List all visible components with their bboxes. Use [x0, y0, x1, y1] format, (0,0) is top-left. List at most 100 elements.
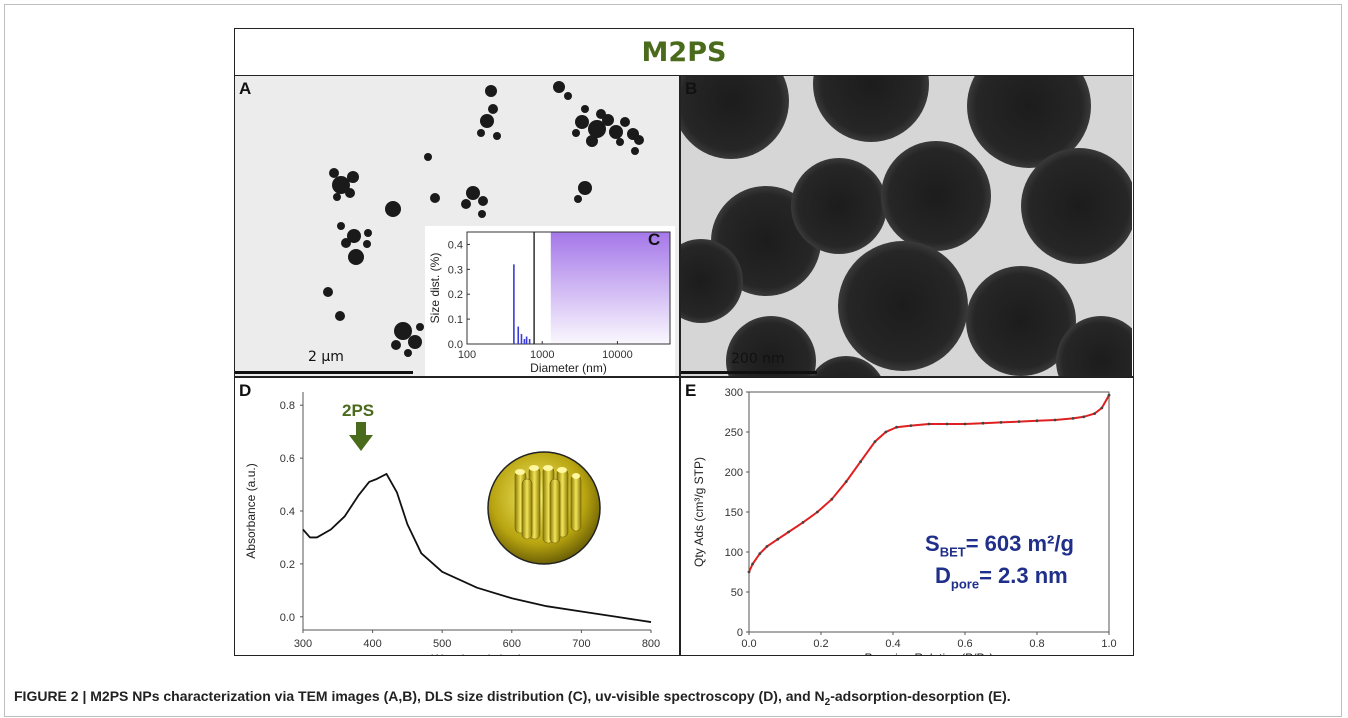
- chart-e-data-point: [751, 562, 754, 566]
- chart-e-data-point: [963, 422, 967, 426]
- chart-d-x-axis-label: Wavelength (nm): [432, 652, 523, 655]
- panel-b-scale-bar: [681, 371, 817, 374]
- chart-c-y-tick-label: 0.3: [448, 264, 463, 276]
- figure-title: M2PS: [235, 29, 1133, 76]
- chart-c-x-tick-label: 1000: [530, 349, 554, 361]
- mesoporous-nanoparticle-icon: [487, 451, 601, 565]
- chart-c-y-tick-label: 0.2: [448, 289, 463, 301]
- chart-d-x-tick-label: 500: [433, 638, 451, 650]
- panel-c-label: C: [648, 230, 661, 249]
- chart-e-data-point: [895, 425, 898, 429]
- pore-d-value: = 2.3 nm: [979, 563, 1068, 588]
- panel-e-label: E: [685, 381, 697, 400]
- panel-d-label: D: [239, 381, 252, 400]
- chart-c-x-axis-label: Diameter (nm): [530, 361, 607, 375]
- chart-e-y-tick-label: 250: [725, 427, 743, 439]
- chart-c-y-tick-label: 0.4: [448, 239, 463, 251]
- chart-d-y-tick-label: 0.2: [280, 559, 295, 571]
- chart-e-data-point: [801, 521, 805, 524]
- panel-b-tem-image: [681, 76, 1132, 377]
- chart-c-shaded-region: [550, 232, 670, 344]
- figure-panel-grid: M2PS A 2 µm 0.0 0.1 0.2 0.3 0.4 100 1000 10000 D…: [234, 28, 1134, 656]
- chart-d-x-tick-label: 700: [572, 638, 590, 650]
- chart-c-y-axis-label: Size dist. (%): [428, 253, 442, 324]
- chart-e-x-axis-label: Pression Relative (P/P0): [864, 651, 993, 655]
- chart-e-data-point: [1053, 418, 1057, 422]
- chart-e-data-point: [844, 480, 848, 483]
- chart-e-data-point: [787, 530, 790, 534]
- chart-e-data-point: [1093, 412, 1096, 415]
- bet-s-subscript: BET: [939, 544, 966, 560]
- chart-e-y-tick-label: 300: [725, 387, 743, 399]
- pore-d-subscript: pore: [950, 576, 980, 592]
- chart-e-data-point: [909, 424, 913, 427]
- panel-e-isotherm-chart: 0 50 100 150 200 250 300 0.0 0.2 0.4 0.6 0.8 1.0 Pres…: [692, 387, 1117, 655]
- chart-e-data-point: [1017, 420, 1021, 423]
- chart-d-y-tick-label: 0.6: [280, 453, 295, 465]
- chart-e-data-point: [859, 460, 862, 463]
- chart-e-x-tick-label: 0.2: [813, 638, 828, 650]
- chart-c-y-tick-label: 0.1: [448, 314, 463, 326]
- chart-e-y-tick-label: 100: [725, 547, 743, 559]
- chart-e-data-point: [1082, 415, 1086, 419]
- arrow-label-2ps: 2PS: [342, 401, 375, 420]
- chart-d-absorbance-line: [302, 473, 652, 623]
- pore-diameter-label: Dpore= 2.3 nm: [935, 563, 1068, 591]
- chart-e-data-point: [1035, 419, 1039, 423]
- chart-d-x-tick-label: 300: [294, 638, 312, 650]
- chart-e-y-tick-label: 150: [725, 507, 743, 519]
- chart-d-y-tick-label: 0.4: [280, 506, 295, 518]
- chart-e-x-tick-label: 0.8: [1029, 638, 1044, 650]
- caption-main: FIGURE 2 | M2PS NPs characterization via…: [14, 688, 825, 704]
- caption-subscript: 2: [824, 696, 831, 708]
- chart-e-data-point: [1071, 417, 1075, 420]
- panel-a-scale-bar: [235, 371, 413, 374]
- chart-c-axes-frame: [466, 231, 671, 345]
- chart-e-data-point: [747, 570, 751, 574]
- arrow-down-icon: [349, 422, 373, 451]
- chart-e-y-axis-label: Qty Ads (cm³/g STP): [692, 457, 706, 567]
- panel-b-scale-label: 200 nm: [731, 351, 785, 367]
- chart-e-data-point: [999, 421, 1003, 424]
- chart-e-x-tick-label: 0.6: [957, 638, 972, 650]
- panel-a-label: A: [239, 79, 252, 98]
- chart-e-data-point: [1107, 393, 1111, 397]
- chart-e-data-point: [945, 422, 949, 426]
- chart-d-y-axis-label: Absorbance (a.u.): [244, 463, 258, 558]
- chart-e-data-point: [873, 440, 877, 443]
- chart-e-x-tick-label: 0.0: [741, 638, 756, 650]
- chart-e-data-point: [758, 552, 762, 555]
- bet-s-symbol: S: [925, 531, 940, 556]
- pore-d-symbol: D: [935, 563, 951, 588]
- chart-e-data-point: [981, 421, 985, 425]
- chart-e-y-tick-label: 0: [737, 627, 743, 639]
- chart-c-x-tick-label: 100: [458, 349, 476, 361]
- chart-e-y-tick-label: 200: [725, 467, 743, 479]
- chart-e-y-tick-label: 50: [731, 587, 743, 599]
- chart-e-data-point: [927, 422, 931, 426]
- chart-e-data-point: [816, 510, 819, 514]
- figure-caption: FIGURE 2 | M2PS NPs characterization via…: [14, 688, 1011, 708]
- figure-frame: [4, 4, 1342, 717]
- chart-e-data-point: [830, 497, 834, 501]
- chart-d-y-tick-label: 0.0: [280, 612, 295, 624]
- chart-e-data-point: [1100, 406, 1104, 410]
- grid-divider-horizontal: [235, 376, 1133, 378]
- chart-d-x-tick-label: 400: [363, 638, 381, 650]
- chart-e-isotherm-line: [748, 394, 1110, 573]
- chart-d-x-tick-label: 600: [503, 638, 521, 650]
- grid-divider-vertical: [679, 75, 681, 655]
- chart-d-y-tick-label: 0.8: [280, 400, 295, 412]
- chart-e-x-tick-label: 1.0: [1101, 638, 1116, 650]
- panel-a-scale-label: 2 µm: [308, 349, 344, 365]
- chart-e-axes-frame: [748, 391, 1110, 633]
- panel-b-label: B: [685, 79, 698, 98]
- chart-d-x-tick-label: 800: [642, 638, 660, 650]
- chart-e-data-point: [776, 537, 780, 541]
- bet-s-value: = 603 m²/g: [965, 531, 1074, 556]
- chart-e-data-point: [765, 545, 769, 548]
- chart-c-x-tick-label: 10000: [602, 349, 633, 361]
- caption-tail: -adsorption-desorption (E).: [830, 688, 1011, 704]
- chart-e-x-tick-label: 0.4: [885, 638, 900, 650]
